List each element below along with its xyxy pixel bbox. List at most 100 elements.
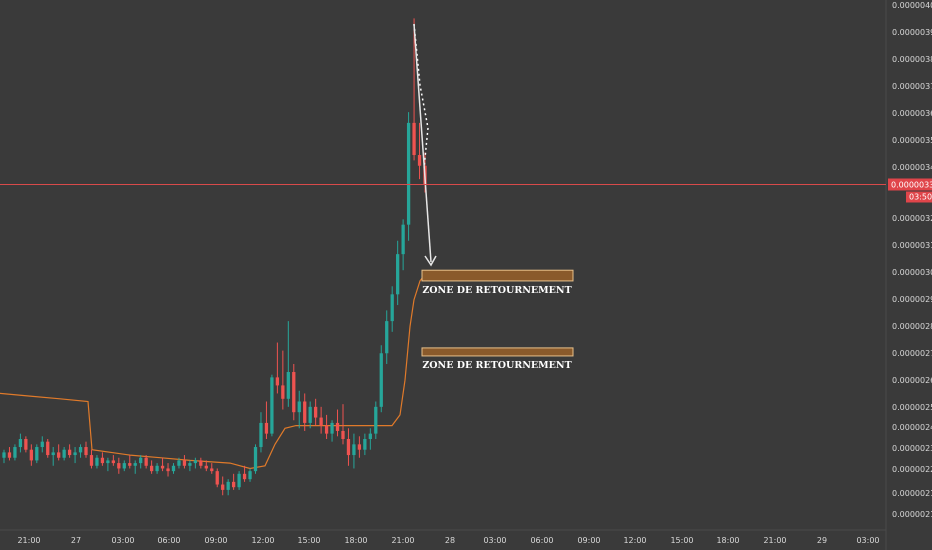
candle[interactable] [297, 390, 301, 429]
candle[interactable] [308, 401, 312, 429]
candle[interactable] [46, 438, 50, 458]
candle[interactable] [303, 393, 307, 431]
candle[interactable] [231, 473, 236, 490]
candle[interactable] [40, 436, 44, 453]
candle-body [324, 425, 329, 434]
candle[interactable] [133, 460, 137, 474]
candle[interactable] [18, 433, 23, 453]
candle-body [199, 460, 203, 466]
candle[interactable] [13, 444, 17, 461]
candle[interactable] [204, 460, 208, 472]
candle[interactable] [314, 398, 318, 426]
candle[interactable] [193, 457, 198, 469]
candle[interactable] [149, 460, 154, 474]
candle[interactable] [396, 240, 400, 306]
candle[interactable] [84, 441, 88, 458]
candle[interactable] [270, 374, 274, 437]
candle[interactable] [385, 310, 389, 364]
candle[interactable] [341, 404, 345, 445]
time-axis-label: 09:00 [204, 536, 227, 545]
candle[interactable] [221, 476, 225, 496]
candle[interactable] [160, 457, 165, 472]
candle[interactable] [242, 465, 247, 482]
candle[interactable] [122, 460, 126, 472]
candle[interactable] [330, 420, 334, 442]
candle[interactable] [319, 406, 323, 434]
candle[interactable] [144, 455, 148, 469]
candle[interactable] [2, 449, 6, 464]
candle[interactable] [286, 321, 290, 407]
candle-body [122, 463, 126, 469]
candle-body [248, 471, 252, 480]
candle[interactable] [374, 401, 378, 439]
candle[interactable] [177, 457, 181, 469]
zones-layer: ZONE DE RETOURNEMENT ZONE DE RETOURNEMENT [421, 269, 574, 371]
candle[interactable] [264, 401, 269, 439]
candle[interactable] [281, 350, 285, 410]
candle[interactable] [237, 471, 241, 490]
candle[interactable] [368, 428, 372, 450]
candle[interactable] [259, 412, 263, 453]
candle[interactable] [29, 444, 33, 466]
candle[interactable] [73, 447, 77, 464]
candle[interactable] [335, 409, 340, 437]
candle[interactable] [253, 444, 258, 474]
candle-body [210, 468, 214, 472]
price-axis-label: 0.00000226 [892, 465, 932, 474]
candle[interactable] [111, 455, 115, 466]
candle-body [303, 401, 307, 423]
candle[interactable] [117, 457, 121, 474]
time-axis-label: 21:00 [17, 536, 40, 545]
price-axis-label: 0.00000242 [892, 423, 932, 432]
candle[interactable] [215, 468, 219, 488]
candle[interactable] [57, 444, 61, 461]
candle[interactable] [363, 433, 367, 456]
candle[interactable] [292, 363, 296, 421]
candle[interactable] [7, 447, 12, 461]
zone-box [421, 269, 574, 282]
price-tag-box [888, 178, 932, 191]
candle-body [111, 460, 115, 464]
candle[interactable] [128, 455, 132, 469]
candle[interactable] [106, 457, 110, 472]
candle[interactable] [248, 468, 252, 482]
candle[interactable] [379, 345, 383, 413]
candle-body [100, 457, 105, 464]
reversal-zone[interactable]: ZONE DE RETOURNEMENT [421, 269, 574, 296]
candle[interactable] [166, 463, 170, 477]
candle[interactable] [406, 112, 411, 241]
candle[interactable] [199, 457, 203, 469]
candle[interactable] [352, 433, 356, 469]
candle[interactable] [139, 455, 143, 469]
candle[interactable] [188, 460, 192, 472]
candle[interactable] [401, 219, 405, 271]
reversal-zone[interactable]: ZONE DE RETOURNEMENT [421, 347, 574, 371]
candle[interactable] [210, 463, 214, 474]
candle[interactable] [95, 455, 99, 469]
countdown-box [906, 191, 932, 203]
candle[interactable] [67, 444, 72, 458]
candle[interactable] [89, 449, 94, 469]
candle[interactable] [171, 463, 176, 474]
candle[interactable] [100, 452, 105, 466]
time-axis[interactable]: 21:00 27 03:00 06:00 09:00 12:00 15:00 18:00 21:… [17, 536, 879, 545]
candle[interactable] [51, 447, 55, 466]
candle[interactable] [390, 286, 394, 332]
candle[interactable] [62, 447, 66, 461]
candle[interactable] [275, 342, 280, 394]
candle[interactable] [324, 414, 329, 439]
candle[interactable] [412, 18, 416, 161]
candle[interactable] [155, 463, 159, 474]
candle[interactable] [346, 428, 351, 466]
candle[interactable] [78, 444, 83, 458]
price-axis[interactable]: 0.00000400 0.00000390 0.00000380 0.00000370… [892, 1, 932, 519]
time-axis-label: 28 [445, 536, 455, 545]
candle[interactable] [417, 122, 422, 180]
candle-body [401, 224, 405, 255]
candle[interactable] [182, 455, 187, 469]
candle[interactable] [35, 444, 39, 464]
candle[interactable] [226, 479, 230, 496]
candle[interactable] [24, 436, 28, 453]
candle[interactable] [357, 436, 362, 458]
